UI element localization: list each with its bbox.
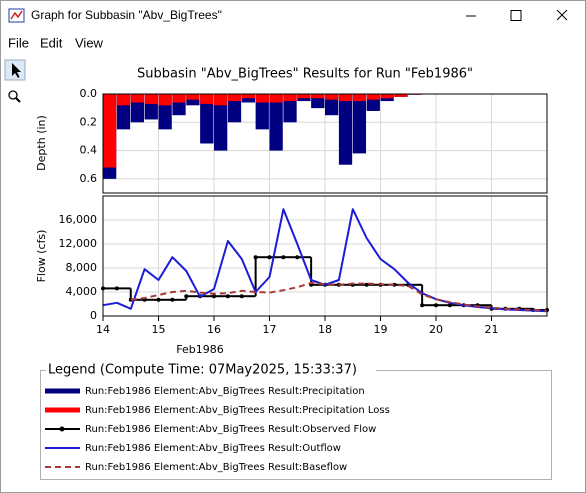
bar: [255, 94, 269, 130]
point-marker: [184, 294, 189, 299]
bar: [241, 94, 256, 99]
legend-title-bg: [46, 362, 376, 378]
bar: [214, 94, 228, 151]
window-title: Graph for Subbasin "Abv_BigTrees": [31, 8, 222, 22]
bar: [200, 94, 214, 144]
bar: [103, 94, 117, 168]
menu-item[interactable]: File: [8, 35, 29, 50]
maximize-button[interactable]: [510, 10, 522, 21]
chart-title: Subbasin "Abv_BigTrees" Results for Run …: [137, 67, 473, 82]
bar: [158, 94, 172, 106]
bar: [394, 94, 408, 97]
series-line: [102, 208, 548, 313]
point-marker: [156, 297, 161, 302]
point-marker: [225, 294, 230, 299]
bar: [311, 94, 325, 99]
point-marker: [170, 297, 175, 302]
y-tick-label: 0.4: [80, 144, 98, 157]
bar: [297, 94, 311, 99]
point-marker: [114, 286, 119, 291]
bar: [366, 94, 380, 100]
app-icon: [8, 8, 25, 23]
point-marker: [253, 255, 258, 260]
x-axis-label: Feb1986: [176, 343, 223, 356]
bar: [255, 94, 269, 103]
x-tick-label: 19: [374, 323, 388, 336]
legend-label: Run:Feb1986 Element:Abv_BigTrees Result:…: [85, 443, 341, 454]
bar: [338, 94, 353, 102]
point-marker: [239, 294, 244, 299]
legend-label: Run:Feb1986 Element:Abv_BigTrees Result:…: [85, 386, 365, 397]
x-tick-label: 17: [263, 323, 277, 336]
y-tick-label: 0.6: [80, 172, 98, 185]
series-line: [130, 282, 548, 312]
bar: [352, 94, 367, 154]
point-marker: [212, 294, 216, 299]
y-tick-label: 0.2: [80, 115, 98, 128]
legend-label: Run:Feb1986 Element:Abv_BigTrees Result:…: [85, 405, 390, 416]
x-tick-label: 16: [207, 323, 221, 336]
y-tick-label: 0.0: [80, 87, 98, 100]
point-marker: [295, 255, 300, 260]
menu-item[interactable]: Edit: [40, 35, 63, 50]
bar: [325, 94, 339, 100]
y-tick-label: 16,000: [59, 213, 98, 226]
bar: [269, 94, 283, 103]
y-tick-label: 8,000: [66, 261, 98, 274]
menu-item[interactable]: View: [75, 35, 104, 50]
bar: [130, 94, 145, 103]
bar: [214, 94, 228, 106]
bar: [172, 94, 186, 103]
y-axis-label: Flow (cfs): [35, 230, 48, 283]
bar: [352, 94, 367, 102]
bar: [144, 94, 158, 104]
bar: [338, 94, 353, 165]
point-marker: [447, 303, 452, 308]
bar: [227, 94, 242, 102]
point-marker: [281, 255, 286, 260]
x-tick-label: 18: [318, 323, 332, 336]
bar: [380, 94, 394, 99]
point-marker: [364, 282, 369, 287]
plot-frame: [102, 93, 548, 194]
point-marker: [420, 303, 425, 308]
bar: [116, 94, 131, 106]
x-tick-label: 15: [152, 323, 166, 336]
bar: [269, 94, 283, 151]
x-tick-label: 21: [485, 323, 499, 336]
legend-marker: [59, 426, 65, 432]
y-tick-label: 12,000: [59, 237, 98, 250]
x-tick-label: 14: [96, 323, 110, 336]
arrow-icon: [12, 63, 21, 78]
y-tick-label: 4,000: [66, 285, 98, 298]
bar: [283, 94, 297, 102]
point-marker: [267, 255, 272, 260]
bar: [200, 94, 214, 104]
y-axis-label: Depth (in): [35, 115, 48, 171]
zoom-tool[interactable]: [8, 90, 21, 103]
y-tick-label: 0: [90, 309, 97, 322]
legend-label: Run:Feb1986 Element:Abv_BigTrees Result:…: [85, 424, 376, 435]
legend-title: Legend (Compute Time: 07May2025, 15:33:3…: [48, 363, 357, 378]
x-tick-label: 20: [429, 323, 443, 336]
point-marker: [434, 303, 438, 308]
close-button[interactable]: [556, 9, 568, 21]
bar: [186, 94, 200, 100]
legend-label: Run:Feb1986 Element:Abv_BigTrees Result:…: [85, 462, 347, 473]
